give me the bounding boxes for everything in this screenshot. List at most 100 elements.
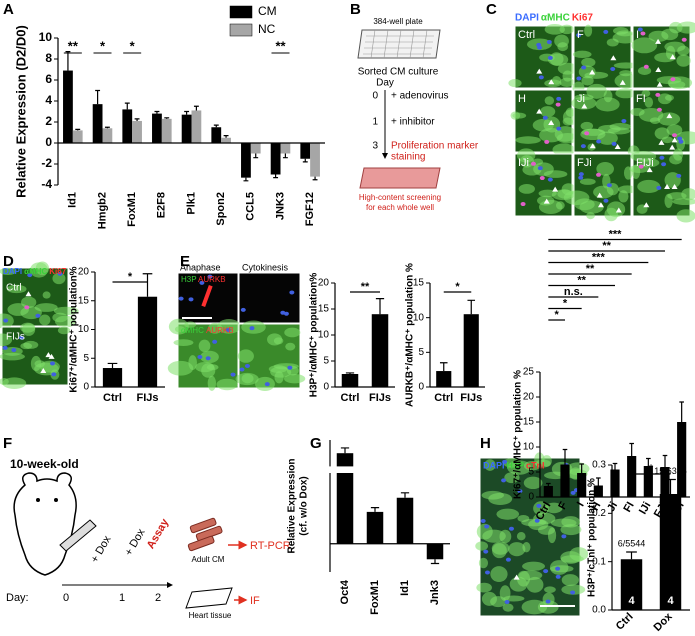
nucleus	[35, 313, 41, 318]
cell	[560, 555, 584, 563]
y-tick-label: 10	[318, 330, 330, 341]
cell	[604, 207, 618, 222]
cell	[478, 557, 489, 569]
cell	[542, 592, 555, 607]
cell	[167, 360, 194, 376]
arrowhead	[45, 352, 52, 358]
cell	[560, 524, 582, 536]
panel-b: 384-well plate Sorted CM culture Day 0 +…	[357, 17, 479, 212]
error-bar	[273, 174, 279, 179]
cell	[676, 209, 695, 223]
error-bar	[142, 273, 153, 297]
bar	[396, 497, 414, 544]
cell	[475, 541, 489, 551]
nucleus	[520, 202, 526, 207]
cell	[508, 79, 522, 88]
plate-grid	[363, 29, 434, 59]
bar	[436, 371, 452, 387]
nucleus	[580, 144, 586, 149]
error-bar	[665, 478, 676, 494]
cell	[217, 319, 241, 334]
cell	[586, 212, 595, 220]
screening-text: for each whole well	[366, 203, 434, 212]
cell	[0, 333, 13, 347]
cell	[523, 476, 543, 490]
screening-text: High-content screening	[359, 193, 441, 202]
error-bar	[184, 110, 190, 115]
bar	[426, 543, 444, 560]
cell	[21, 296, 37, 309]
day-number: 0	[63, 592, 69, 604]
significance: **	[68, 38, 79, 53]
cm-icon	[187, 517, 223, 552]
y-axis-label: Ki67⁺/αMHC⁺ population%	[69, 266, 80, 392]
syringe	[59, 519, 97, 552]
nucleus	[603, 29, 609, 34]
plate-label: 384-well plate	[373, 17, 423, 26]
y-tick-label: 20	[523, 392, 535, 403]
y-tick-label: 15	[413, 278, 425, 289]
cell	[559, 77, 575, 87]
y-tick-label: 2	[45, 114, 52, 128]
cell	[168, 318, 189, 335]
bar	[241, 143, 251, 178]
error-bar	[107, 362, 118, 369]
y-tick-label: 20	[78, 267, 90, 278]
cell	[665, 94, 674, 101]
bar	[102, 128, 113, 143]
tissue-icon	[185, 587, 233, 609]
cell	[481, 591, 497, 606]
nucleus	[610, 66, 616, 71]
nucleus	[681, 37, 687, 42]
cell	[637, 179, 661, 193]
y-tick-label: 0.0	[592, 605, 606, 616]
cell	[557, 62, 578, 75]
nucleus	[542, 115, 548, 120]
panel-label: C	[486, 1, 497, 18]
cell	[488, 492, 513, 506]
y-axis-label: (cf. w/o Dox)	[299, 476, 310, 535]
nucleus	[212, 339, 218, 344]
y-tick-label: 4	[45, 93, 52, 107]
arrowhead	[548, 79, 555, 85]
nucleus	[19, 335, 25, 340]
nucleus	[578, 172, 584, 177]
cell	[667, 192, 687, 200]
cell	[268, 365, 288, 373]
nucleus	[570, 490, 576, 495]
panel-label: A	[3, 1, 14, 18]
nucleus	[561, 534, 567, 539]
cell	[52, 272, 66, 285]
y-tick-label: 10	[78, 324, 90, 335]
error-bar	[596, 477, 601, 486]
arrowhead	[655, 66, 662, 72]
dox-label: + Dox	[89, 533, 114, 565]
plate-screened	[359, 167, 441, 189]
axis-break	[324, 466, 450, 473]
cell	[669, 154, 683, 165]
cell	[0, 267, 17, 275]
cell	[619, 70, 633, 77]
y-axis-label: Relative Expression	[287, 458, 298, 553]
nucleus	[517, 489, 523, 494]
cell	[504, 472, 520, 484]
y-tick-label: 25	[523, 367, 535, 378]
cell	[484, 459, 496, 471]
bar	[543, 486, 553, 497]
significance: **	[361, 281, 370, 293]
cell	[544, 96, 555, 105]
nucleus	[637, 27, 643, 32]
significance: *	[130, 38, 136, 53]
cell	[502, 603, 514, 612]
cell	[641, 89, 651, 97]
nucleus	[27, 273, 33, 278]
stain-label: DAPI	[515, 13, 539, 24]
error-bar	[75, 128, 81, 131]
nucleus	[678, 139, 684, 144]
day-label: Day:	[6, 592, 29, 604]
stain-label: H3P	[181, 275, 197, 284]
step-text: Proliferation marker	[391, 141, 479, 152]
error-bar	[340, 447, 350, 454]
tile-label: FI	[636, 93, 646, 105]
nucleus	[543, 569, 549, 574]
